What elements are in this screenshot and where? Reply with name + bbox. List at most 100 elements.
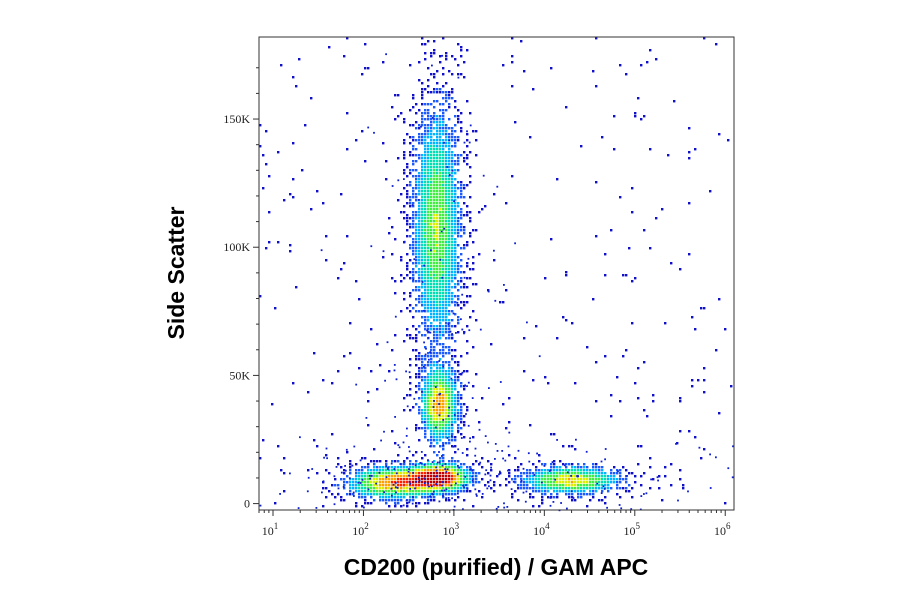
density-cell [571, 475, 574, 478]
density-cell [439, 325, 442, 328]
density-cell [484, 484, 487, 487]
density-cell [391, 493, 394, 496]
density-cell [448, 133, 451, 136]
density-cell [430, 187, 433, 190]
density-cell [400, 259, 403, 262]
density-cell [427, 232, 430, 235]
density-cell [442, 367, 445, 370]
density-cell [562, 445, 565, 448]
density-cell [412, 163, 415, 166]
density-cell [430, 274, 433, 277]
event-dot [446, 166, 449, 168]
density-cell [394, 238, 397, 241]
density-cell [466, 340, 469, 343]
density-cell [436, 397, 439, 400]
density-cell [418, 157, 421, 160]
density-cell [472, 463, 475, 466]
density-cell [460, 112, 463, 115]
density-cell [454, 415, 457, 418]
density-cell [406, 484, 409, 487]
density-cell [400, 274, 403, 277]
density-cell [553, 472, 556, 475]
density-cell [361, 484, 364, 487]
density-cell [526, 478, 529, 481]
density-cell [556, 484, 559, 487]
event-dot [490, 466, 492, 469]
density-cell [367, 490, 370, 493]
density-cell [412, 493, 415, 496]
density-cell [409, 388, 412, 391]
event-dot [463, 486, 466, 489]
density-cell [418, 376, 421, 379]
density-cell [451, 190, 454, 193]
density-cell [457, 115, 460, 118]
density-cell [451, 235, 454, 238]
density-cell [553, 481, 556, 484]
density-cell [424, 127, 427, 130]
density-cell [439, 436, 442, 439]
density-cell [619, 487, 622, 490]
event-dot [488, 485, 490, 488]
density-cell [427, 472, 430, 475]
density-cell [616, 487, 619, 490]
density-cell [508, 475, 511, 478]
density-cell [601, 484, 604, 487]
density-cell [304, 124, 307, 127]
density-cell [544, 493, 547, 496]
density-cell [427, 223, 430, 226]
density-cell [433, 388, 436, 391]
density-cell [436, 184, 439, 187]
density-cell [688, 253, 691, 256]
density-cell [460, 481, 463, 484]
density-cell [334, 478, 337, 481]
density-cell [460, 355, 463, 358]
density-cell [460, 301, 463, 304]
density-cell [439, 160, 442, 163]
density-cell [439, 55, 442, 58]
density-cell [574, 484, 577, 487]
event-dot [484, 473, 487, 476]
density-cell [442, 424, 445, 427]
density-cell [454, 271, 457, 274]
density-cell [466, 49, 469, 52]
density-cell [601, 469, 604, 472]
density-cell [565, 319, 568, 322]
density-cell [448, 103, 451, 106]
density-cell [403, 466, 406, 469]
density-cell [580, 469, 583, 472]
density-cell [427, 295, 430, 298]
density-cell [466, 244, 469, 247]
density-cell [409, 244, 412, 247]
density-cell [469, 196, 472, 199]
density-cell [460, 46, 463, 49]
density-cell [628, 484, 631, 487]
density-cell [445, 247, 448, 250]
density-cell [424, 229, 427, 232]
density-cell [442, 178, 445, 181]
density-cell [400, 310, 403, 313]
density-cell [415, 340, 418, 343]
density-cell [433, 337, 436, 340]
density-cell [439, 145, 442, 148]
density-cell [451, 175, 454, 178]
density-cell [577, 493, 580, 496]
density-cell [400, 499, 403, 502]
density-cell [346, 37, 349, 40]
density-cell [289, 193, 292, 196]
density-cell [442, 397, 445, 400]
density-cell [415, 478, 418, 481]
density-cell [448, 193, 451, 196]
density-cell [454, 400, 457, 403]
density-cell [655, 58, 658, 61]
density-cell [430, 490, 433, 493]
density-cell [457, 220, 460, 223]
density-cell [547, 481, 550, 484]
density-cell [499, 472, 502, 475]
density-cell [427, 502, 430, 505]
density-cell [355, 469, 358, 472]
density-cell [409, 466, 412, 469]
density-cell [436, 130, 439, 133]
event-dot [432, 493, 434, 496]
density-cell [481, 208, 484, 211]
density-cell [415, 337, 418, 340]
